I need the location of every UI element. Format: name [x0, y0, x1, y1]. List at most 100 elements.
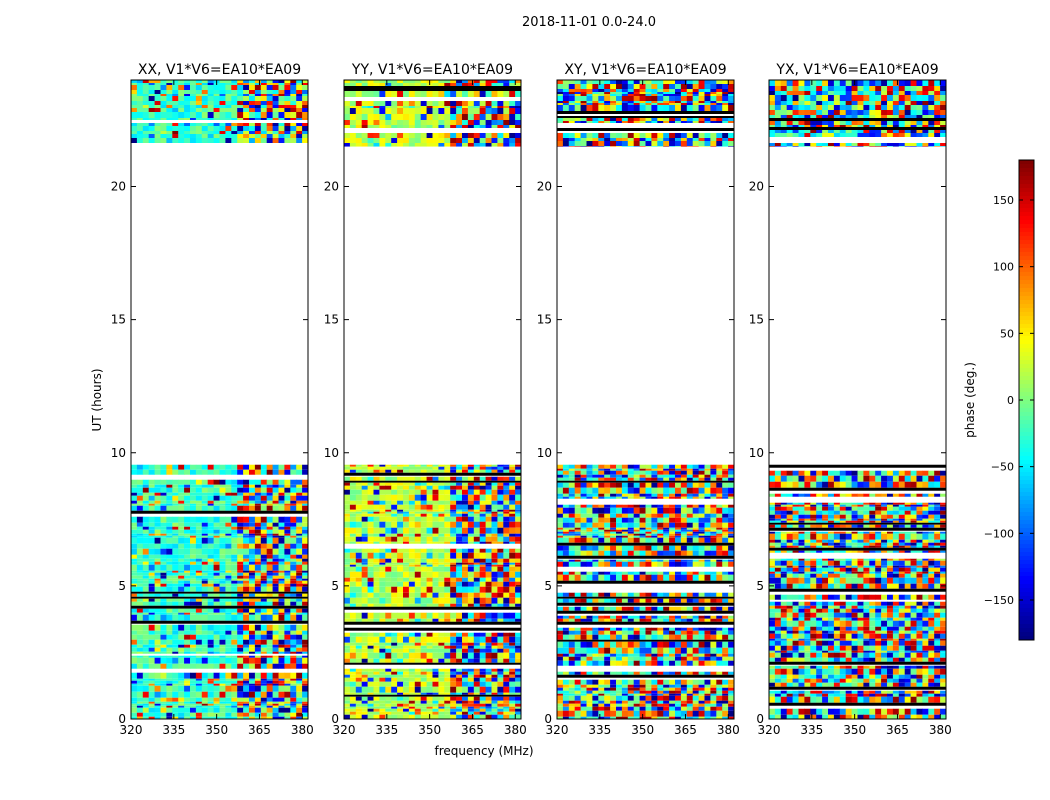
colorbar-segment [1019, 516, 1034, 521]
y-tick-label: 10 [537, 446, 552, 460]
colorbar-segment [1019, 624, 1034, 629]
colorbar-tick-label: −150 [984, 594, 1014, 607]
x-tick-label: 320 [120, 723, 143, 737]
colorbar-segment [1019, 536, 1034, 541]
colorbar-segment [1019, 376, 1034, 381]
y-tick-label: 0 [331, 712, 339, 726]
colorbar-segment [1019, 480, 1034, 485]
colorbar-segment [1019, 252, 1034, 257]
colorbar-segment [1019, 400, 1034, 405]
colorbar-segment [1019, 432, 1034, 437]
x-tick-label: 350 [205, 723, 228, 737]
flagged-row [769, 547, 946, 551]
colorbar-segment [1019, 180, 1034, 185]
colorbar-segment [1019, 428, 1034, 433]
colorbar-segment [1019, 348, 1034, 353]
colorbar-segment [1019, 512, 1034, 517]
colorbar-segment [1019, 160, 1034, 165]
colorbar-segment [1019, 556, 1034, 561]
x-tick-label: 350 [843, 723, 866, 737]
colorbar-segment [1019, 368, 1034, 373]
flagged-row [769, 702, 946, 706]
colorbar-segment [1019, 596, 1034, 601]
flagged-row [769, 127, 946, 130]
colorbar-segment [1019, 600, 1034, 605]
y-tick-label: 15 [537, 313, 552, 327]
colorbar-segment [1019, 468, 1034, 473]
colorbar-segment [1019, 560, 1034, 565]
colorbar-segment [1019, 212, 1034, 217]
colorbar-segment [1019, 488, 1034, 493]
colorbar-tick-label: 0 [1007, 394, 1014, 407]
colorbar-segment [1019, 276, 1034, 281]
panel-xx: XX, V1*V6=EA10*EA09 320 335 350 365 380 0 5 10 15… [111, 62, 314, 737]
colorbar-segment [1019, 352, 1034, 357]
panel-title: YY, V1*V6=EA10*EA09 [351, 62, 513, 78]
colorbar-segment [1019, 364, 1034, 369]
x-tick-label: 335 [588, 723, 611, 737]
colorbar-tick-label: 150 [993, 194, 1014, 207]
colorbar-segment [1019, 204, 1034, 209]
x-axis-label: frequency (MHz) [434, 744, 533, 758]
flagged-row [557, 555, 734, 559]
colorbar-segment [1019, 164, 1034, 169]
flagged-row [131, 620, 308, 624]
flagged-row [557, 602, 734, 606]
colorbar-segment [1019, 220, 1034, 225]
flagged-row [344, 472, 521, 476]
flagged-row [557, 111, 734, 114]
x-tick-label: 380 [504, 723, 527, 737]
colorbar-segment [1019, 452, 1034, 457]
colorbar-segment [1019, 384, 1034, 389]
x-tick-label: 350 [631, 723, 654, 737]
flagged-row [557, 674, 734, 678]
colorbar-segment [1019, 568, 1034, 573]
panel-frame [556, 79, 735, 720]
colorbar-segment [1019, 540, 1034, 545]
colorbar-segment [1019, 312, 1034, 317]
flagged-row [769, 527, 946, 531]
flagged-row [557, 639, 734, 642]
colorbar-segment [1019, 236, 1034, 241]
flagged-row [769, 588, 946, 592]
x-tick-label: 320 [758, 723, 781, 737]
y-tick-label: 15 [111, 313, 126, 327]
x-tick-label: 335 [375, 723, 398, 737]
y-tick-label: 0 [544, 712, 552, 726]
colorbar-segment [1019, 232, 1034, 237]
colorbar-segment [1019, 288, 1034, 293]
x-tick-label: 320 [546, 723, 569, 737]
colorbar-segment [1019, 292, 1034, 297]
colorbar-segment [1019, 408, 1034, 413]
colorbar-segment [1019, 304, 1034, 309]
y-tick-label: 10 [749, 446, 764, 460]
panel-yy: YY, V1*V6=EA10*EA09 320 335 350 365 380 0 5 10 15… [324, 62, 527, 737]
colorbar-segment [1019, 308, 1034, 313]
x-tick-label: 380 [929, 723, 952, 737]
phase-heatmap [344, 80, 521, 719]
flagged-row [344, 694, 521, 697]
x-tick-label: 335 [162, 723, 185, 737]
figure-suptitle: 2018-11-01 0.0-24.0 [522, 15, 656, 30]
colorbar-segment [1019, 284, 1034, 289]
panel-xy: XY, V1*V6=EA10*EA09 320 335 350 365 380 0 5 10 15… [537, 62, 740, 737]
colorbar-segment [1019, 588, 1034, 593]
y-axis-label: UT (hours) [90, 368, 104, 431]
colorbar-segment [1019, 392, 1034, 397]
panel-frame [130, 79, 309, 720]
y-tick-label: 5 [544, 579, 552, 593]
colorbar-segment [1019, 636, 1034, 641]
flagged-row [769, 487, 946, 491]
colorbar-segment [1019, 240, 1034, 245]
colorbar-segment [1019, 300, 1034, 305]
colorbar-segment [1019, 176, 1034, 181]
flagged-row [344, 480, 521, 483]
x-tick-label: 365 [461, 723, 484, 737]
colorbar-segment [1019, 456, 1034, 461]
colorbar-segment [1019, 244, 1034, 249]
colorbar-segment [1019, 280, 1034, 285]
colorbar-segment [1019, 612, 1034, 617]
panel-yx: YX, V1*V6=EA10*EA09 320 335 350 365 380 0 5 10 15… [749, 62, 952, 737]
colorbar-segment [1019, 484, 1034, 489]
flagged-row [557, 580, 734, 584]
